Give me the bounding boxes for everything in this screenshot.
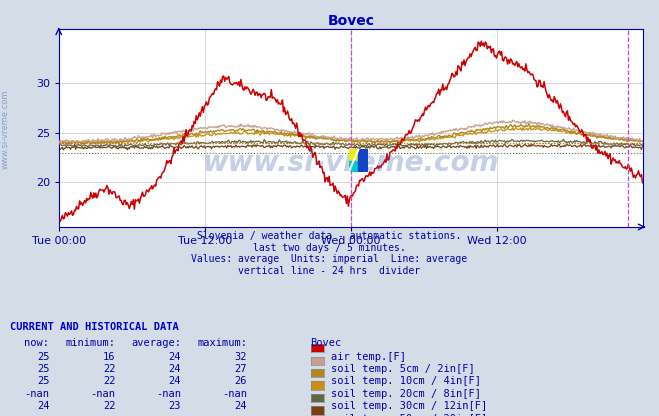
Text: 24: 24 <box>169 364 181 374</box>
Text: 27: 27 <box>235 364 247 374</box>
Text: soil temp. 5cm / 2in[F]: soil temp. 5cm / 2in[F] <box>331 364 474 374</box>
Text: soil temp. 50cm / 20in[F]: soil temp. 50cm / 20in[F] <box>331 414 487 416</box>
Text: 16: 16 <box>103 352 115 362</box>
Text: www.si-vreme.com: www.si-vreme.com <box>203 149 499 178</box>
Text: -nan: -nan <box>90 389 115 399</box>
Text: air temp.[F]: air temp.[F] <box>331 352 406 362</box>
Text: average:: average: <box>131 338 181 348</box>
Text: -nan: -nan <box>156 389 181 399</box>
Text: 24: 24 <box>169 352 181 362</box>
Text: Values: average  Units: imperial  Line: average: Values: average Units: imperial Line: av… <box>191 254 468 264</box>
Text: 32: 32 <box>235 352 247 362</box>
Text: 25: 25 <box>37 364 49 374</box>
Text: Slovenia / weather data - automatic stations.: Slovenia / weather data - automatic stat… <box>197 231 462 241</box>
Text: 25: 25 <box>37 352 49 362</box>
Text: soil temp. 20cm / 8in[F]: soil temp. 20cm / 8in[F] <box>331 389 481 399</box>
Text: -nan: -nan <box>90 414 115 416</box>
Polygon shape <box>349 149 358 161</box>
Text: www.si-vreme.com: www.si-vreme.com <box>1 89 10 169</box>
Text: 22: 22 <box>103 364 115 374</box>
Text: 24: 24 <box>235 401 247 411</box>
Text: maximum:: maximum: <box>197 338 247 348</box>
Text: 24: 24 <box>37 401 49 411</box>
Text: now:: now: <box>24 338 49 348</box>
Text: 25: 25 <box>37 376 49 386</box>
Bar <box>358 149 368 172</box>
Text: minimum:: minimum: <box>65 338 115 348</box>
Text: CURRENT AND HISTORICAL DATA: CURRENT AND HISTORICAL DATA <box>10 322 179 332</box>
Text: last two days / 5 minutes.: last two days / 5 minutes. <box>253 243 406 253</box>
Text: -nan: -nan <box>222 414 247 416</box>
Text: -nan: -nan <box>156 414 181 416</box>
Text: 22: 22 <box>103 401 115 411</box>
Text: -nan: -nan <box>24 414 49 416</box>
Title: Bovec: Bovec <box>328 14 374 28</box>
Text: 22: 22 <box>103 376 115 386</box>
Text: vertical line - 24 hrs  divider: vertical line - 24 hrs divider <box>239 266 420 276</box>
Text: soil temp. 10cm / 4in[F]: soil temp. 10cm / 4in[F] <box>331 376 481 386</box>
Text: 23: 23 <box>169 401 181 411</box>
Text: -nan: -nan <box>222 389 247 399</box>
Polygon shape <box>349 161 358 172</box>
Text: Bovec: Bovec <box>310 338 341 348</box>
Text: -nan: -nan <box>24 389 49 399</box>
Text: 26: 26 <box>235 376 247 386</box>
Text: soil temp. 30cm / 12in[F]: soil temp. 30cm / 12in[F] <box>331 401 487 411</box>
Text: 24: 24 <box>169 376 181 386</box>
